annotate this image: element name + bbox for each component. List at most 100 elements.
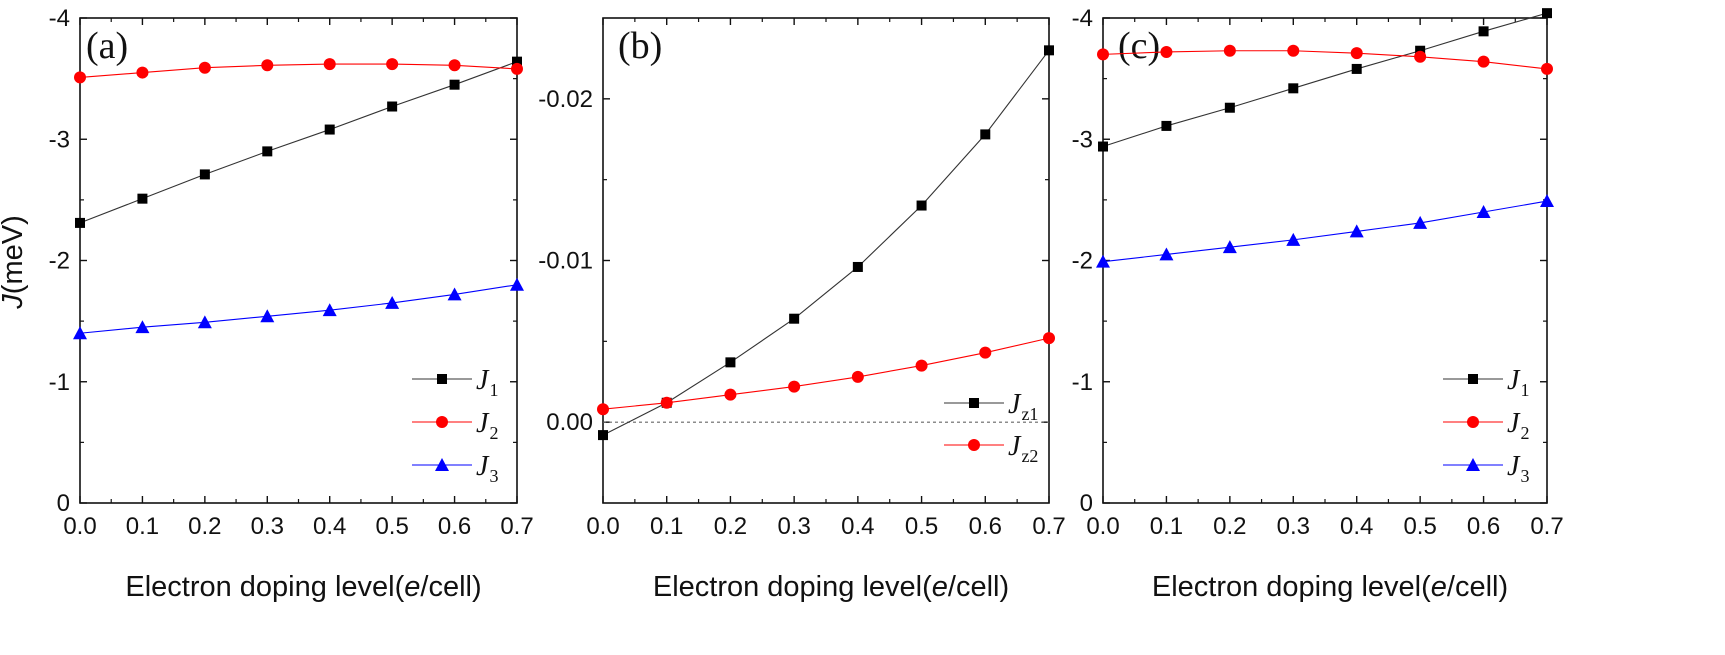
panel-c: 0.0 0.1 0.2 0.3 0.4 0.5 0.6 0.7 -4 -3 -2 -1 0 (c) J1 J2… [1072, 5, 1564, 603]
series-line [79, 63, 518, 78]
x-tick-label: 0.1 [1150, 513, 1183, 540]
series-line [602, 337, 1050, 410]
data-point [1288, 83, 1299, 94]
data-point [199, 169, 210, 180]
legend-label: J1 [476, 365, 498, 400]
data-point [262, 146, 273, 157]
series-J1 [1098, 8, 1552, 152]
x-axis-title: Electron doping level(e/cell) [125, 571, 481, 603]
legend-label: J1 [1507, 365, 1529, 400]
x-tick-label: 0.5 [375, 513, 408, 540]
y-tick-label: -4 [1072, 5, 1093, 32]
data-point [1351, 63, 1362, 74]
x-tick-label: 0.5 [1403, 513, 1436, 540]
y-tick-label: -1 [1072, 369, 1093, 396]
x-tick-label: 0.7 [1032, 513, 1065, 540]
legend-entry: J2 [1443, 408, 1529, 443]
data-point [597, 403, 609, 416]
data-point [386, 58, 399, 71]
legend-marker [1467, 416, 1479, 428]
data-point [1161, 120, 1172, 131]
x-axis-title: Electron doping level(e/cell) [653, 571, 1009, 603]
data-point [74, 71, 86, 84]
data-point [73, 326, 87, 340]
series-line [602, 50, 1050, 436]
legend-marker [1468, 374, 1478, 384]
legend-label: J2 [1507, 408, 1529, 443]
legend-entry: Jz1 [944, 389, 1038, 424]
data-point [1477, 55, 1490, 68]
x-tick-label: 0.3 [1277, 513, 1310, 540]
plot-frame [1102, 17, 1548, 504]
data-point [1349, 224, 1364, 238]
x-tick-label: 0.7 [500, 513, 533, 540]
x-tick-label: 0.3 [777, 513, 810, 540]
series-line [79, 284, 518, 334]
panel-b: 0.0 0.1 0.2 0.3 0.4 0.5 0.6 0.7 -0.02 -0.01 0.00 (b… [538, 17, 1066, 603]
data-point [447, 287, 462, 301]
legend-marker [436, 416, 448, 428]
series-J1 [75, 56, 522, 228]
data-point [1478, 26, 1489, 37]
legend-label: J3 [1507, 451, 1529, 486]
data-point [980, 129, 991, 140]
legend-marker [435, 458, 449, 471]
data-point [261, 59, 274, 72]
x-tick-label: 0.2 [1213, 513, 1246, 540]
data-point [1287, 44, 1300, 57]
data-point [789, 313, 800, 324]
y-axis-title: J(meV) [0, 215, 29, 309]
x-tick-label: 0.2 [714, 513, 747, 540]
panel-label: (b) [618, 25, 662, 67]
legend-marker [1466, 458, 1480, 471]
x-tick-label: 0.3 [251, 513, 284, 540]
data-point [260, 309, 275, 323]
data-point [660, 396, 673, 409]
data-point [1542, 8, 1552, 19]
data-point [852, 261, 863, 272]
panel-label: (a) [86, 25, 128, 67]
data-point [322, 303, 337, 317]
data-point [448, 59, 461, 72]
y-tick-label: -4 [49, 5, 70, 32]
x-tick-label: 0.0 [63, 513, 96, 540]
data-point [1097, 48, 1109, 61]
data-point [385, 295, 400, 309]
data-point [1222, 240, 1237, 254]
series-J2 [1097, 44, 1553, 75]
legend-entry: J2 [412, 408, 498, 443]
plot-frame [79, 17, 518, 504]
x-tick-label: 0.4 [313, 513, 346, 540]
series-J3 [1096, 194, 1554, 268]
legend-entry: J1 [412, 365, 498, 400]
data-point [1044, 45, 1054, 56]
data-point [916, 200, 927, 211]
data-point [135, 320, 150, 334]
data-point [449, 79, 460, 90]
data-point [725, 357, 736, 368]
x-tick-label: 0.6 [438, 513, 471, 540]
data-point [724, 388, 737, 401]
series-line [79, 61, 518, 224]
legend-marker [969, 398, 979, 408]
data-point [1224, 102, 1235, 113]
legend-label: J3 [476, 451, 498, 486]
legend-entry: J1 [1443, 365, 1529, 400]
series-line [1102, 200, 1548, 263]
data-point [1414, 50, 1427, 63]
data-point [510, 277, 524, 291]
y-tick-label: -0.02 [538, 86, 593, 113]
x-tick-label: 0.5 [905, 513, 938, 540]
data-point [788, 380, 801, 393]
series-J2 [74, 58, 523, 84]
series-line [1102, 50, 1548, 70]
data-point [979, 346, 992, 359]
y-tick-label: -1 [49, 369, 70, 396]
y-tick-label: -2 [1072, 248, 1093, 275]
data-point [1350, 47, 1363, 60]
x-tick-label: 0.1 [126, 513, 159, 540]
data-point [1160, 45, 1173, 58]
x-axis-title: Electron doping level(e/cell) [1152, 571, 1508, 603]
data-point [387, 101, 398, 112]
